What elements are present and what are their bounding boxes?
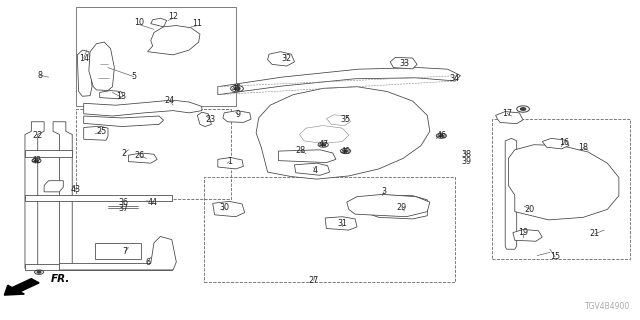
- Circle shape: [321, 144, 325, 146]
- Text: 21: 21: [589, 229, 600, 238]
- Polygon shape: [84, 126, 108, 140]
- Polygon shape: [129, 153, 157, 163]
- Text: 29: 29: [397, 203, 407, 212]
- Text: 20: 20: [524, 204, 534, 213]
- Polygon shape: [268, 52, 294, 66]
- Text: 10: 10: [134, 19, 144, 28]
- Text: 28: 28: [296, 146, 306, 155]
- Polygon shape: [325, 217, 357, 230]
- Text: 7: 7: [123, 247, 128, 256]
- Bar: [492, 119, 630, 260]
- Text: 16: 16: [559, 138, 569, 147]
- FancyArrow shape: [4, 279, 39, 295]
- Text: 1: 1: [227, 157, 232, 166]
- Polygon shape: [89, 42, 115, 91]
- Text: 26: 26: [135, 151, 145, 160]
- Text: 15: 15: [550, 252, 560, 261]
- Text: 47: 47: [318, 140, 328, 149]
- Text: 34: 34: [449, 74, 459, 83]
- Text: 22: 22: [33, 131, 43, 140]
- Polygon shape: [505, 138, 516, 249]
- Polygon shape: [370, 195, 428, 219]
- Text: 24: 24: [165, 96, 175, 105]
- Text: 44: 44: [148, 197, 157, 206]
- Polygon shape: [508, 145, 619, 220]
- Polygon shape: [84, 100, 202, 116]
- Polygon shape: [25, 122, 44, 268]
- Text: 25: 25: [97, 127, 107, 136]
- Polygon shape: [60, 236, 176, 270]
- Text: 27: 27: [308, 276, 319, 285]
- Text: 38: 38: [462, 150, 472, 159]
- Polygon shape: [218, 157, 243, 169]
- Polygon shape: [513, 229, 542, 241]
- Polygon shape: [300, 125, 349, 143]
- Text: 12: 12: [168, 12, 178, 21]
- Polygon shape: [495, 112, 523, 124]
- Circle shape: [35, 160, 38, 162]
- Polygon shape: [25, 264, 172, 270]
- Text: 37: 37: [118, 204, 129, 213]
- Polygon shape: [197, 112, 211, 126]
- Polygon shape: [278, 150, 336, 163]
- Text: 11: 11: [193, 19, 202, 28]
- Text: 36: 36: [118, 197, 128, 206]
- Polygon shape: [53, 122, 72, 268]
- Text: 45: 45: [232, 84, 242, 93]
- Polygon shape: [25, 150, 72, 157]
- Text: 2: 2: [122, 149, 127, 158]
- Polygon shape: [77, 50, 92, 96]
- Polygon shape: [151, 18, 167, 27]
- Text: 23: 23: [205, 115, 215, 124]
- Text: 42: 42: [31, 156, 42, 165]
- Text: 8: 8: [38, 71, 43, 80]
- Circle shape: [37, 271, 41, 273]
- Polygon shape: [223, 111, 251, 123]
- Text: 3: 3: [381, 188, 387, 196]
- Text: 18: 18: [578, 143, 588, 152]
- Text: FR.: FR.: [51, 274, 70, 284]
- Circle shape: [234, 87, 239, 90]
- Polygon shape: [347, 195, 430, 217]
- Polygon shape: [390, 57, 417, 69]
- Polygon shape: [84, 116, 164, 126]
- Text: 33: 33: [399, 59, 410, 68]
- Text: 13: 13: [116, 92, 125, 101]
- Text: 39: 39: [462, 157, 472, 166]
- Circle shape: [344, 150, 348, 152]
- Circle shape: [520, 108, 525, 110]
- Text: 43: 43: [71, 185, 81, 194]
- Bar: [76, 7, 236, 107]
- Text: 32: 32: [282, 53, 292, 62]
- Bar: [204, 177, 456, 282]
- Polygon shape: [212, 201, 244, 217]
- Polygon shape: [256, 87, 430, 179]
- Text: 31: 31: [337, 219, 348, 228]
- Text: 17: 17: [502, 109, 512, 118]
- Text: TGV4B4900: TGV4B4900: [584, 302, 630, 311]
- Text: 35: 35: [340, 115, 351, 124]
- Text: 4: 4: [312, 166, 317, 175]
- Bar: [76, 109, 230, 199]
- Text: 40: 40: [340, 147, 351, 156]
- Polygon shape: [25, 195, 172, 201]
- Text: 19: 19: [518, 228, 528, 237]
- Text: 5: 5: [131, 72, 136, 81]
- Polygon shape: [542, 138, 569, 149]
- Text: 30: 30: [220, 203, 229, 212]
- Polygon shape: [294, 163, 330, 175]
- Circle shape: [439, 135, 444, 137]
- Text: 46: 46: [436, 131, 446, 140]
- Polygon shape: [44, 181, 63, 192]
- Polygon shape: [326, 115, 351, 125]
- Text: 6: 6: [145, 258, 150, 267]
- Polygon shape: [95, 243, 141, 259]
- Polygon shape: [100, 91, 124, 99]
- Polygon shape: [148, 26, 200, 55]
- Polygon shape: [218, 68, 461, 95]
- Text: 14: 14: [79, 53, 89, 62]
- Text: 9: 9: [236, 110, 241, 119]
